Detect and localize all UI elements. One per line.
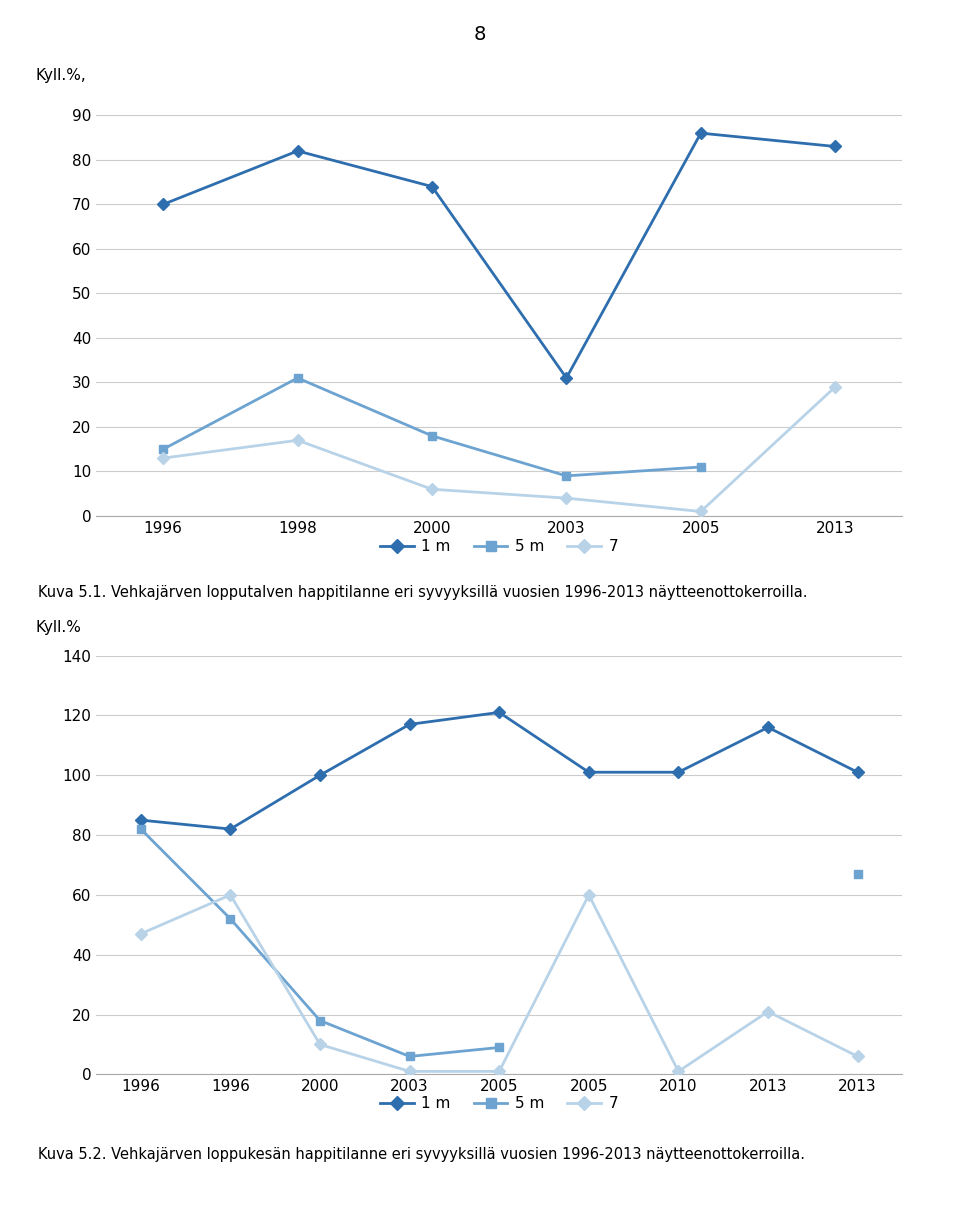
Legend: 1 m, 5 m, 7: 1 m, 5 m, 7 [374, 533, 624, 561]
Text: 8: 8 [474, 25, 486, 45]
Text: Kuva 5.1. Vehkajärven lopputalven happitilanne eri syvyyksillä vuosien 1996-2013: Kuva 5.1. Vehkajärven lopputalven happit… [38, 585, 808, 600]
Text: Kuva 5.2. Vehkajärven loppukesän happitilanne eri syvyyksillä vuosien 1996-2013 : Kuva 5.2. Vehkajärven loppukesän happiti… [38, 1147, 805, 1162]
Legend: 1 m, 5 m, 7: 1 m, 5 m, 7 [374, 1090, 624, 1117]
Text: Kyll.%: Kyll.% [36, 619, 82, 635]
Text: Kyll.%,: Kyll.%, [36, 68, 86, 84]
